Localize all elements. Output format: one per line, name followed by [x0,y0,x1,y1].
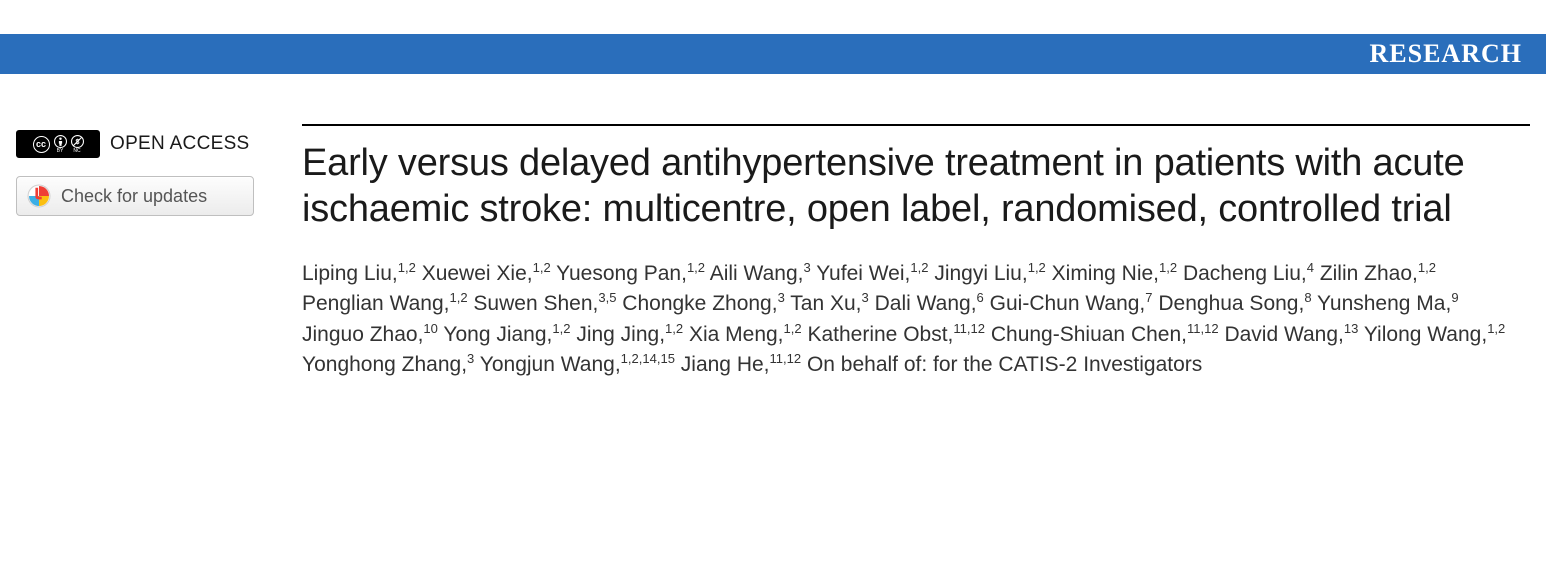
section-banner-label: RESEARCH [1370,39,1522,69]
author-affil: 3 [778,290,785,305]
author-affil: 11,12 [953,321,985,336]
author-list: Liping Liu,1,2 Xuewei Xie,1,2 Yuesong Pa… [302,259,1510,381]
author-affil: 7 [1145,290,1152,305]
author-affil: 1,2 [398,260,416,275]
author-affil: 1,2 [687,260,705,275]
cc-icon: cc [33,136,50,153]
author-affil: 1,2 [1418,260,1436,275]
author: Penglian Wang,1,2 [302,292,468,315]
author: Dacheng Liu,4 [1183,262,1314,285]
author-affil: 6 [977,290,984,305]
check-updates-label: Check for updates [61,186,207,207]
crossmark-icon [27,184,51,208]
cc-nc-icon: $ NC [71,135,84,154]
author-affil: 13 [1344,321,1358,336]
author: Yufei Wei,1,2 [816,262,928,285]
author-affil: 3 [467,351,474,366]
author: Chongke Zhong,3 [622,292,785,315]
author: Chung-Shiuan Chen,11,12 [991,323,1219,346]
author: Aili Wang,3 [710,262,811,285]
author-affil: 4 [1307,260,1314,275]
author: David Wang,13 [1224,323,1358,346]
author-affil: 1,2 [552,321,570,336]
author: Gui-Chun Wang,7 [990,292,1153,315]
author-affil: 1,2,14,15 [621,351,675,366]
author: Xuewei Xie,1,2 [422,262,551,285]
author: Jing Jing,1,2 [576,323,683,346]
author-affil: 8 [1304,290,1311,305]
author: Tan Xu,3 [790,292,868,315]
author-affil: 1,2 [910,260,928,275]
author: Jinguo Zhao,10 [302,323,438,346]
author-affil: 3,5 [598,290,616,305]
author-affil: 1,2 [784,321,802,336]
author-affil: 9 [1451,290,1458,305]
author-affil: 3 [803,260,810,275]
author-affil: 1,2 [449,290,467,305]
open-access-label: OPEN ACCESS [110,133,250,155]
author: Denghua Song,8 [1158,292,1311,315]
author: Xia Meng,1,2 [689,323,802,346]
author-affil: 3 [862,290,869,305]
sidebar: cc BY $ NC OPEN ACCESS Che [16,124,278,380]
author-affil: 11,12 [770,351,802,366]
author: Yilong Wang,1,2 [1364,323,1505,346]
section-banner: RESEARCH [0,34,1546,74]
author: Ximing Nie,1,2 [1052,262,1177,285]
author: Yunsheng Ma,9 [1317,292,1459,315]
author: Yuesong Pan,1,2 [556,262,705,285]
author: Suwen Shen,3,5 [473,292,616,315]
cc-license-badge: cc BY $ NC [16,130,100,158]
author: Jingyi Liu,1,2 [934,262,1045,285]
open-access-row: cc BY $ NC OPEN ACCESS [16,130,278,158]
author: Dali Wang,6 [875,292,984,315]
author: Zilin Zhao,1,2 [1320,262,1436,285]
content-row: cc BY $ NC OPEN ACCESS Che [0,74,1546,380]
author-affil: 1,2 [1028,260,1046,275]
author-affil: 1,2 [1487,321,1505,336]
cc-by-icon: BY [54,135,67,154]
author: Yonghong Zhang,3 [302,353,474,376]
article-title: Early versus delayed antihypertensive tr… [302,140,1510,233]
author: Katherine Obst,11,12 [807,323,985,346]
check-updates-button[interactable]: Check for updates [16,176,254,216]
author-affil: 10 [423,321,437,336]
author-affil: 11,12 [1187,321,1219,336]
author-affil: 1,2 [1159,260,1177,275]
article-main: Early versus delayed antihypertensive tr… [302,124,1530,380]
author: Liping Liu,1,2 [302,262,416,285]
author: Yongjun Wang,1,2,14,15 [480,353,675,376]
author-affil: 1,2 [665,321,683,336]
author-affil: 1,2 [533,260,551,275]
author: Yong Jiang,1,2 [443,323,570,346]
on-behalf-text: On behalf of: for the CATIS-2 Investigat… [807,353,1202,376]
author: Jiang He,11,12 [681,353,801,376]
